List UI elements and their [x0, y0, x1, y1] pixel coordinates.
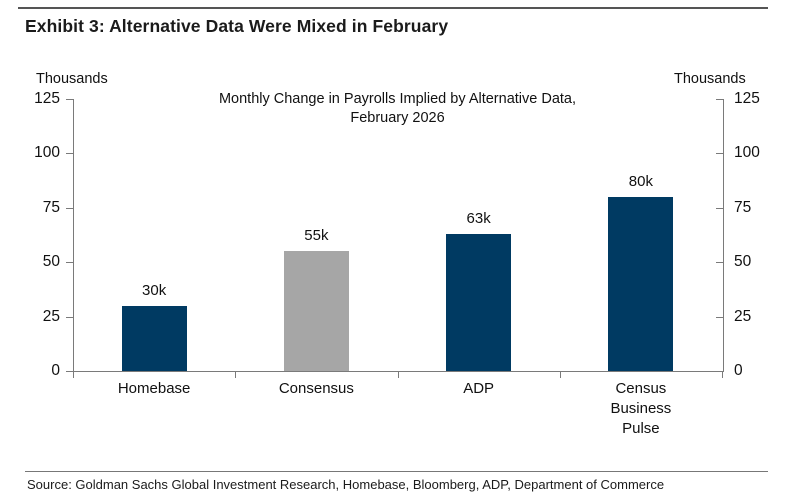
x-axis-category-label-text: ADP: [463, 380, 495, 397]
bar-census-business-pulse: [608, 196, 674, 371]
x-axis-tick: [722, 372, 723, 378]
y-axis-unit-label-right: Thousands: [674, 71, 746, 87]
y-axis-tick-right: [716, 262, 723, 264]
bar-value-label: 55k: [304, 227, 329, 245]
x-axis-category-label-text: Census Business Pulse: [610, 380, 672, 437]
x-axis-tick: [73, 372, 74, 378]
y-axis-tick-label-left: 0: [51, 362, 60, 379]
y-axis-tick-label-left: 25: [42, 307, 60, 325]
plot-area: [73, 99, 724, 372]
x-axis-category-label-text: Consensus: [278, 380, 354, 397]
bar-value-label: 30k: [142, 281, 167, 299]
x-axis-category-label: Homebase: [73, 379, 235, 399]
exhibit-title: Exhibit 3: Alternative Data Were Mixed i…: [25, 16, 449, 36]
bottom-rule: [25, 471, 768, 472]
x-axis-category-label-text: Homebase: [117, 380, 191, 397]
y-axis-tick-label-right: 75: [734, 198, 752, 216]
y-axis-tick-left: [66, 207, 73, 209]
x-axis-tick: [235, 372, 237, 378]
y-axis-tick-label-left: 125: [34, 90, 60, 107]
y-axis-tick-left: [66, 371, 73, 372]
y-axis-tick-label-right: 100: [734, 144, 760, 162]
x-axis-tick: [559, 372, 561, 378]
bar-homebase: [121, 305, 187, 371]
y-axis-tick-label-right: 0: [734, 362, 743, 379]
bar-adp: [446, 233, 512, 371]
y-axis-tick-label-right: 25: [734, 307, 752, 325]
y-axis-tick-right: [716, 99, 723, 100]
y-axis-tick-right: [716, 207, 723, 209]
y-axis-tick-label-left: 50: [42, 253, 60, 271]
y-axis-tick-left: [66, 316, 73, 318]
y-axis-tick-right: [716, 153, 723, 155]
y-axis-tick-label-right: 125: [734, 90, 760, 107]
y-axis-tick-right: [716, 371, 723, 372]
y-axis-tick-label-left: 100: [34, 144, 60, 162]
y-axis-tick-left: [66, 262, 73, 264]
x-axis-tick: [397, 372, 399, 378]
bar-consensus: [283, 251, 349, 371]
x-axis-category-label: Consensus: [235, 379, 397, 399]
y-axis-unit-label-left: Thousands: [36, 71, 108, 87]
chart-title: Monthly Change in Payrolls Implied by Al…: [218, 91, 577, 126]
source-note: Source: Goldman Sachs Global Investment …: [27, 477, 665, 492]
top-rule: [18, 7, 768, 9]
y-axis-tick-left: [66, 99, 73, 100]
y-axis-tick-right: [716, 316, 723, 318]
bar-value-label: 63k: [466, 209, 491, 227]
x-axis-category-label: Census Business Pulse: [560, 379, 722, 439]
bar-value-label: 80k: [628, 172, 653, 190]
y-axis-tick-left: [66, 153, 73, 155]
y-axis-tick-label-left: 75: [42, 198, 60, 216]
y-axis-tick-label-right: 50: [734, 253, 752, 271]
x-axis-category-label: ADP: [398, 379, 560, 399]
